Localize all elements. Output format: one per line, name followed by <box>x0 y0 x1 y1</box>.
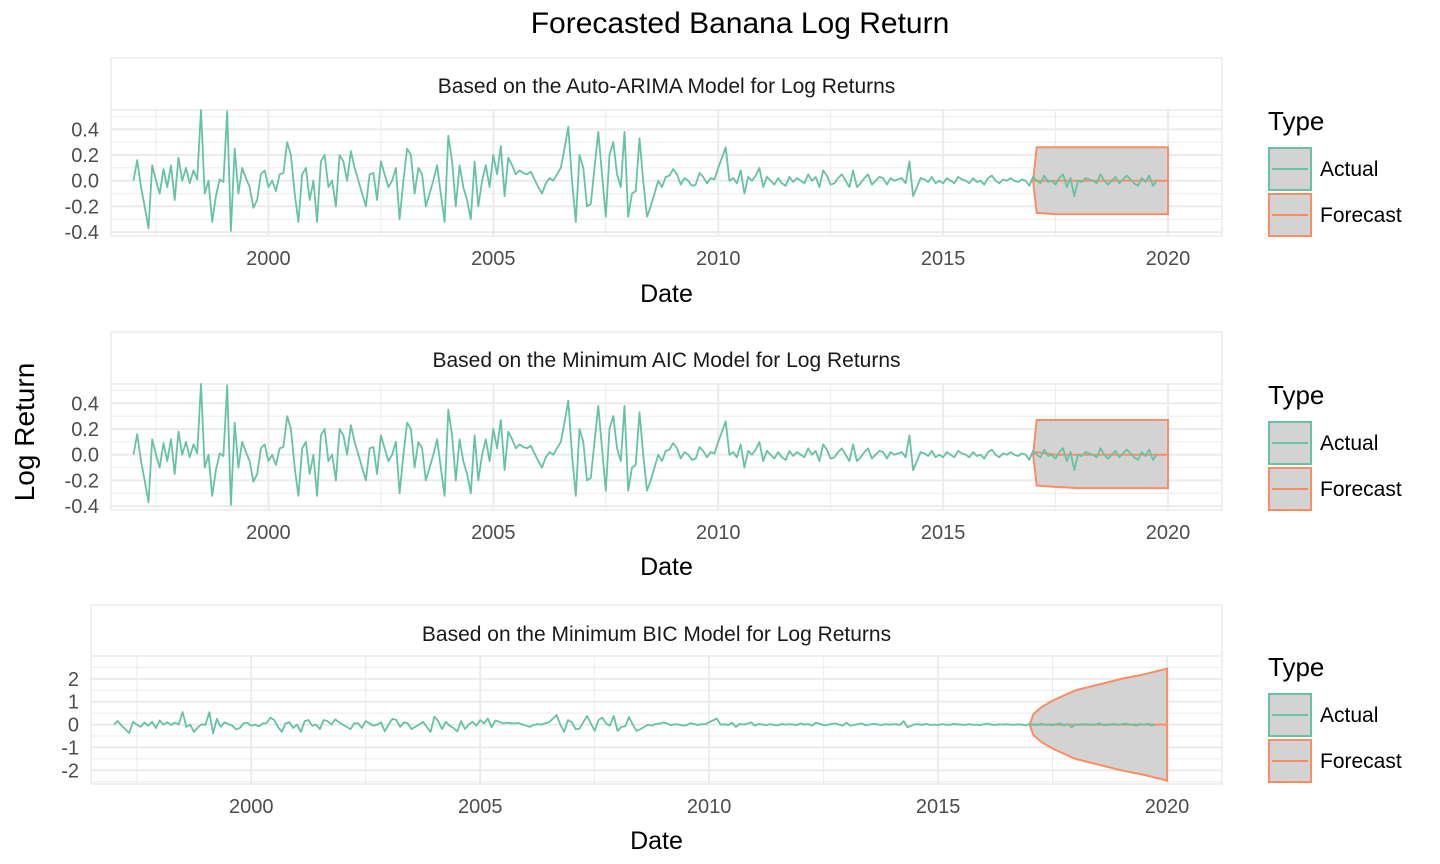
actual-series-line <box>132 383 1158 506</box>
panel-1: Based on the Auto-ARIMA Model for Log Re… <box>65 57 1223 308</box>
y-tick-label: -0.2 <box>65 196 99 218</box>
x-axis-label: Date <box>640 280 693 308</box>
y-tick-label: 0.4 <box>71 393 99 415</box>
panel-2: Based on the Minimum AIC Model for Log R… <box>65 331 1223 581</box>
x-tick-label: 2000 <box>246 522 291 544</box>
y-tick-label: -0.4 <box>65 496 99 518</box>
panels-group: Based on the Auto-ARIMA Model for Log Re… <box>61 57 1223 855</box>
x-axis-label: Date <box>640 553 693 581</box>
plot-area <box>90 655 1223 785</box>
x-tick-label: 2010 <box>696 248 741 270</box>
legend-entry-label: Actual <box>1320 704 1378 727</box>
x-tick-label: 2015 <box>921 248 966 270</box>
legend-entry-label: Forecast <box>1320 750 1402 773</box>
panel-3: Based on the Minimum BIC Model for Log R… <box>61 604 1223 855</box>
panel-subtitle: Based on the Minimum BIC Model for Log R… <box>422 623 891 646</box>
x-tick-label: 2000 <box>229 796 274 818</box>
panel-strip <box>110 57 1223 111</box>
x-tick-label: 2015 <box>921 522 966 544</box>
y-tick-label: 0.0 <box>71 171 99 193</box>
x-tick-label: 2000 <box>246 248 291 270</box>
legend-1: Type Actual Forecast <box>1268 106 1402 237</box>
x-tick-label: 2020 <box>1146 248 1191 270</box>
panel-subtitle: Based on the Minimum AIC Model for Log R… <box>432 349 900 372</box>
x-tick-label: 2015 <box>916 796 961 818</box>
panel-strip <box>110 331 1223 385</box>
panel-strip <box>90 604 1223 657</box>
x-tick-label: 2020 <box>1145 796 1190 818</box>
legends-group: TypeActualForecastTypeActualForecastType… <box>1268 106 1402 783</box>
y-axis-label: Log Return <box>9 363 40 502</box>
x-tick-label: 2020 <box>1146 522 1191 544</box>
legend-title: Type <box>1268 380 1324 410</box>
actual-series-line <box>132 109 1158 232</box>
x-tick-label: 2005 <box>471 522 516 544</box>
y-tick-label: -0.4 <box>65 222 99 244</box>
x-axis-label: Date <box>630 827 683 855</box>
y-tick-label: -0.2 <box>65 470 99 492</box>
panel-subtitle: Based on the Auto-ARIMA Model for Log Re… <box>438 75 896 98</box>
y-tick-label: 2 <box>68 669 79 691</box>
y-tick-label: 0.2 <box>71 419 99 441</box>
y-tick-label: 0 <box>68 715 79 737</box>
actual-series-line <box>113 711 1156 735</box>
chart-title: Forecasted Banana Log Return <box>531 7 950 40</box>
x-tick-label: 2005 <box>458 796 503 818</box>
legend-entry-label: Forecast <box>1320 204 1402 227</box>
y-tick-label: -2 <box>61 760 79 782</box>
x-tick-label: 2005 <box>471 248 516 270</box>
legend-3: Type Actual Forecast <box>1268 652 1402 783</box>
y-tick-label: 0.2 <box>71 145 99 167</box>
legend-2: Type Actual Forecast <box>1268 380 1402 511</box>
legend-entry-label: Forecast <box>1320 478 1402 501</box>
legend-title: Type <box>1268 652 1324 682</box>
y-tick-label: 1 <box>68 692 79 714</box>
legend-entry-label: Actual <box>1320 432 1378 455</box>
legend-title: Type <box>1268 106 1324 136</box>
legend-entry-label: Actual <box>1320 158 1378 181</box>
y-tick-label: 0.0 <box>71 445 99 467</box>
y-tick-label: -1 <box>61 737 79 759</box>
x-tick-label: 2010 <box>687 796 732 818</box>
y-tick-label: 0.4 <box>71 119 99 141</box>
x-tick-label: 2010 <box>696 522 741 544</box>
